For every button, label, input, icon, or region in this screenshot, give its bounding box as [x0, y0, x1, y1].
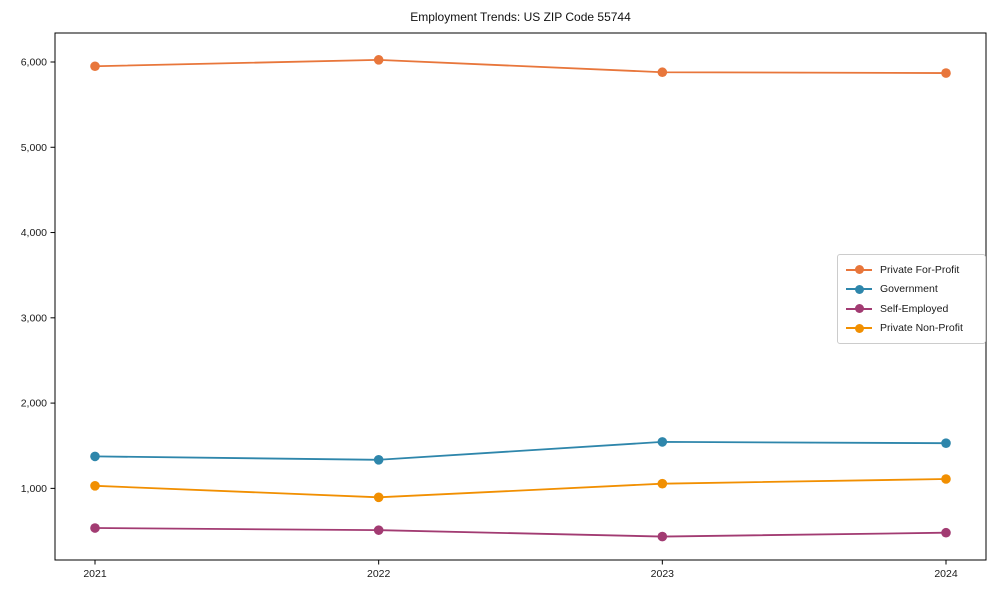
chart-title: Employment Trends: US ZIP Code 55744	[410, 10, 631, 24]
x-axis-tick-label: 2021	[83, 568, 107, 580]
series-line-private-non-profit	[94, 478, 947, 499]
legend-item-government: Government	[846, 280, 977, 300]
data-point-government-2024	[941, 438, 951, 448]
data-point-self-employed-2022	[373, 525, 384, 535]
data-point-self-employed-2023	[657, 531, 668, 542]
x-axis-tick-label: 2022	[367, 568, 391, 580]
legend-label: Private For-Profit	[880, 263, 960, 276]
series-line-private-for-profit	[94, 58, 947, 74]
data-point-self-employed-2024	[941, 527, 951, 538]
x-axis-tick-label: 2024	[934, 568, 958, 580]
y-axis-tick-label: 5,000	[21, 142, 47, 154]
data-point-private-for-profit-2021	[90, 61, 100, 72]
data-point-government-2021	[90, 451, 100, 462]
data-point-government-2022	[373, 455, 384, 465]
legend-label: Private Non-Profit	[880, 322, 963, 335]
data-point-private-non-profit-2024	[941, 474, 951, 484]
series-line-government	[94, 440, 947, 461]
legend-line-marker-icon	[846, 265, 872, 275]
data-point-self-employed-2021	[90, 523, 100, 533]
data-point-private-non-profit-2021	[90, 481, 100, 491]
data-point-government-2023	[657, 437, 668, 447]
legend-item-self-employed: Self-Employed	[846, 299, 977, 319]
y-axis-tick-label: 3,000	[21, 312, 47, 324]
data-point-private-non-profit-2022	[373, 492, 384, 503]
data-point-private-for-profit-2023	[657, 67, 668, 78]
legend-line-marker-icon	[846, 304, 872, 314]
legend-line-marker-icon	[846, 284, 872, 294]
axes-frame	[54, 32, 987, 561]
chart-legend: Private For-Profit Government Self-Employe…	[837, 254, 986, 344]
y-axis-tick-label: 2,000	[21, 398, 47, 410]
y-axis-tick-label: 1,000	[21, 483, 47, 495]
x-axis-tick-label: 2023	[651, 568, 675, 580]
legend-label: Self-Employed	[880, 302, 949, 315]
data-point-private-non-profit-2023	[657, 478, 668, 489]
y-axis-tick-label: 6,000	[21, 56, 47, 68]
data-point-private-for-profit-2022	[373, 55, 384, 65]
legend-item-private-non-profit: Private Non-Profit	[846, 319, 977, 339]
data-point-private-for-profit-2024	[941, 68, 951, 78]
series-line-self-employed	[94, 527, 947, 538]
legend-line-marker-icon	[846, 323, 872, 333]
y-axis-tick-label: 4,000	[21, 227, 47, 239]
legend-item-private-for-profit: Private For-Profit	[846, 260, 977, 280]
legend-label: Government	[880, 283, 938, 296]
